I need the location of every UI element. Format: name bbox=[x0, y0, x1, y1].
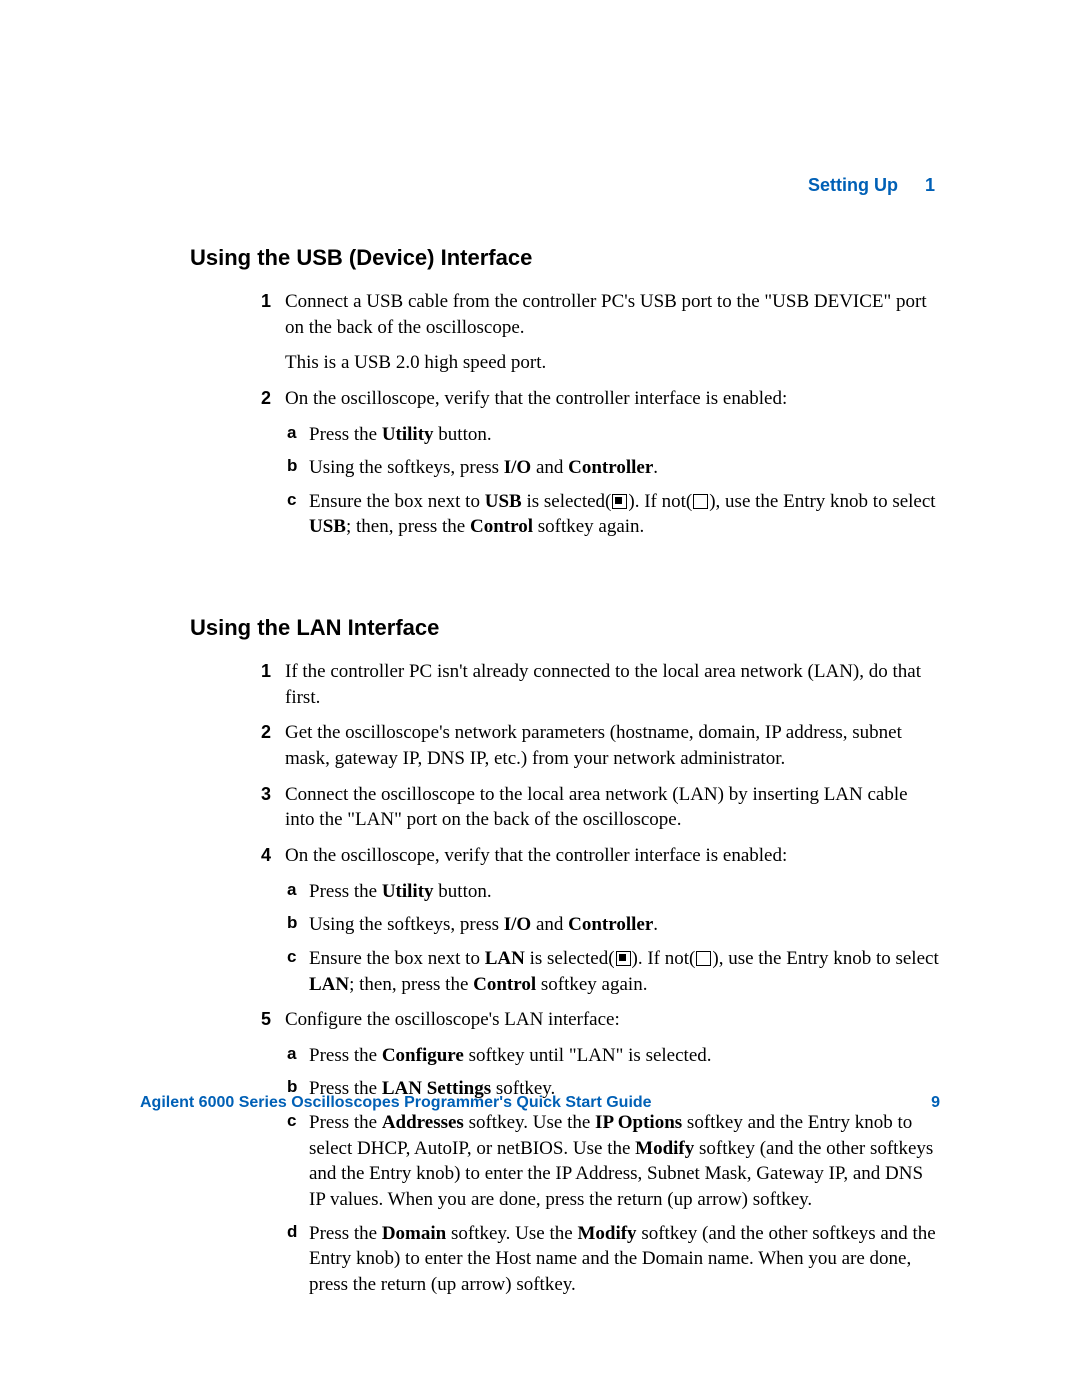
section-label: Setting Up bbox=[808, 175, 898, 195]
section-content: 1Connect a USB cable from the controller… bbox=[285, 289, 940, 540]
sub-marker: a bbox=[287, 879, 296, 902]
sub-marker: c bbox=[287, 946, 296, 969]
list-marker: 3 bbox=[261, 782, 271, 806]
sub-text: Press the Domain softkey. Use the Modify… bbox=[309, 1223, 936, 1295]
paragraph: Configure the oscilloscope's LAN interfa… bbox=[285, 1007, 940, 1033]
sub-item: cEnsure the box next to LAN is selected(… bbox=[309, 946, 940, 997]
list-item: 1If the controller PC isn't already conn… bbox=[285, 659, 940, 710]
alpha-list: aPress the Utility button. bUsing the sof… bbox=[309, 422, 940, 541]
sub-text: Ensure the box next to LAN is selected()… bbox=[309, 948, 939, 995]
sub-marker: c bbox=[287, 1110, 296, 1133]
list-marker: 2 bbox=[261, 386, 271, 410]
footer-title: Agilent 6000 Series Oscilloscopes Progra… bbox=[140, 1094, 652, 1112]
sub-text: Using the softkeys, press I/O and Contro… bbox=[309, 914, 658, 935]
paragraph: This is a USB 2.0 high speed port. bbox=[285, 350, 940, 376]
sub-marker: d bbox=[287, 1221, 297, 1244]
sub-item: bUsing the softkeys, press I/O and Contr… bbox=[309, 455, 940, 481]
section-content: 1If the controller PC isn't already conn… bbox=[285, 659, 940, 1297]
list-item: 5Configure the oscilloscope's LAN interf… bbox=[285, 1007, 940, 1297]
sub-item: cEnsure the box next to USB is selected(… bbox=[309, 489, 940, 540]
list-marker: 2 bbox=[261, 720, 271, 744]
sub-text: Using the softkeys, press I/O and Contro… bbox=[309, 457, 658, 478]
paragraph: Get the oscilloscope's network parameter… bbox=[285, 720, 940, 771]
page: Setting Up 1 Using the USB (Device) Inte… bbox=[0, 0, 1080, 1397]
paragraph: If the controller PC isn't already conne… bbox=[285, 659, 940, 710]
chapter-number: 1 bbox=[925, 175, 935, 195]
list-item: 2Get the oscilloscope's network paramete… bbox=[285, 720, 940, 771]
section-heading: Using the USB (Device) Interface bbox=[190, 245, 940, 271]
list-item: 4On the oscilloscope, verify that the co… bbox=[285, 843, 940, 997]
alpha-list: aPress the Utility button. bUsing the sof… bbox=[309, 879, 940, 998]
sub-text: Press the Addresses softkey. Use the IP … bbox=[309, 1112, 933, 1210]
sub-marker: a bbox=[287, 1043, 296, 1066]
list-marker: 4 bbox=[261, 843, 271, 867]
numbered-list: 1If the controller PC isn't already conn… bbox=[285, 659, 940, 1297]
paragraph: Connect a USB cable from the controller … bbox=[285, 289, 940, 340]
running-header: Setting Up 1 bbox=[808, 175, 935, 196]
paragraph: On the oscilloscope, verify that the con… bbox=[285, 843, 940, 869]
alpha-list: aPress the Configure softkey until "LAN"… bbox=[309, 1043, 940, 1298]
list-marker: 5 bbox=[261, 1007, 271, 1031]
sub-item: aPress the Utility button. bbox=[309, 879, 940, 905]
list-item: 1Connect a USB cable from the controller… bbox=[285, 289, 940, 376]
page-footer: Agilent 6000 Series Oscilloscopes Progra… bbox=[140, 1094, 940, 1112]
list-item: 3Connect the oscilloscope to the local a… bbox=[285, 782, 940, 833]
sub-item: cPress the Addresses softkey. Use the IP… bbox=[309, 1110, 940, 1213]
sub-text: Press the Utility button. bbox=[309, 881, 492, 902]
sub-item: aPress the Utility button. bbox=[309, 422, 940, 448]
sub-marker: b bbox=[287, 455, 297, 478]
paragraph: Connect the oscilloscope to the local ar… bbox=[285, 782, 940, 833]
sub-marker: a bbox=[287, 422, 296, 445]
body: Using the USB (Device) Interface1Connect… bbox=[190, 245, 940, 1298]
sub-marker: b bbox=[287, 912, 297, 935]
sub-text: Press the Configure softkey until "LAN" … bbox=[309, 1045, 712, 1066]
numbered-list: 1Connect a USB cable from the controller… bbox=[285, 289, 940, 540]
list-marker: 1 bbox=[261, 289, 271, 313]
sub-item: bUsing the softkeys, press I/O and Contr… bbox=[309, 912, 940, 938]
sub-item: dPress the Domain softkey. Use the Modif… bbox=[309, 1221, 940, 1298]
list-item: 2On the oscilloscope, verify that the co… bbox=[285, 386, 940, 540]
paragraph: On the oscilloscope, verify that the con… bbox=[285, 386, 940, 412]
sub-text: Press the Utility button. bbox=[309, 424, 492, 445]
sub-text: Ensure the box next to USB is selected()… bbox=[309, 491, 936, 538]
sub-item: aPress the Configure softkey until "LAN"… bbox=[309, 1043, 940, 1069]
footer-page: 9 bbox=[931, 1094, 940, 1112]
sub-marker: c bbox=[287, 489, 296, 512]
list-marker: 1 bbox=[261, 659, 271, 683]
section-heading: Using the LAN Interface bbox=[190, 615, 940, 641]
